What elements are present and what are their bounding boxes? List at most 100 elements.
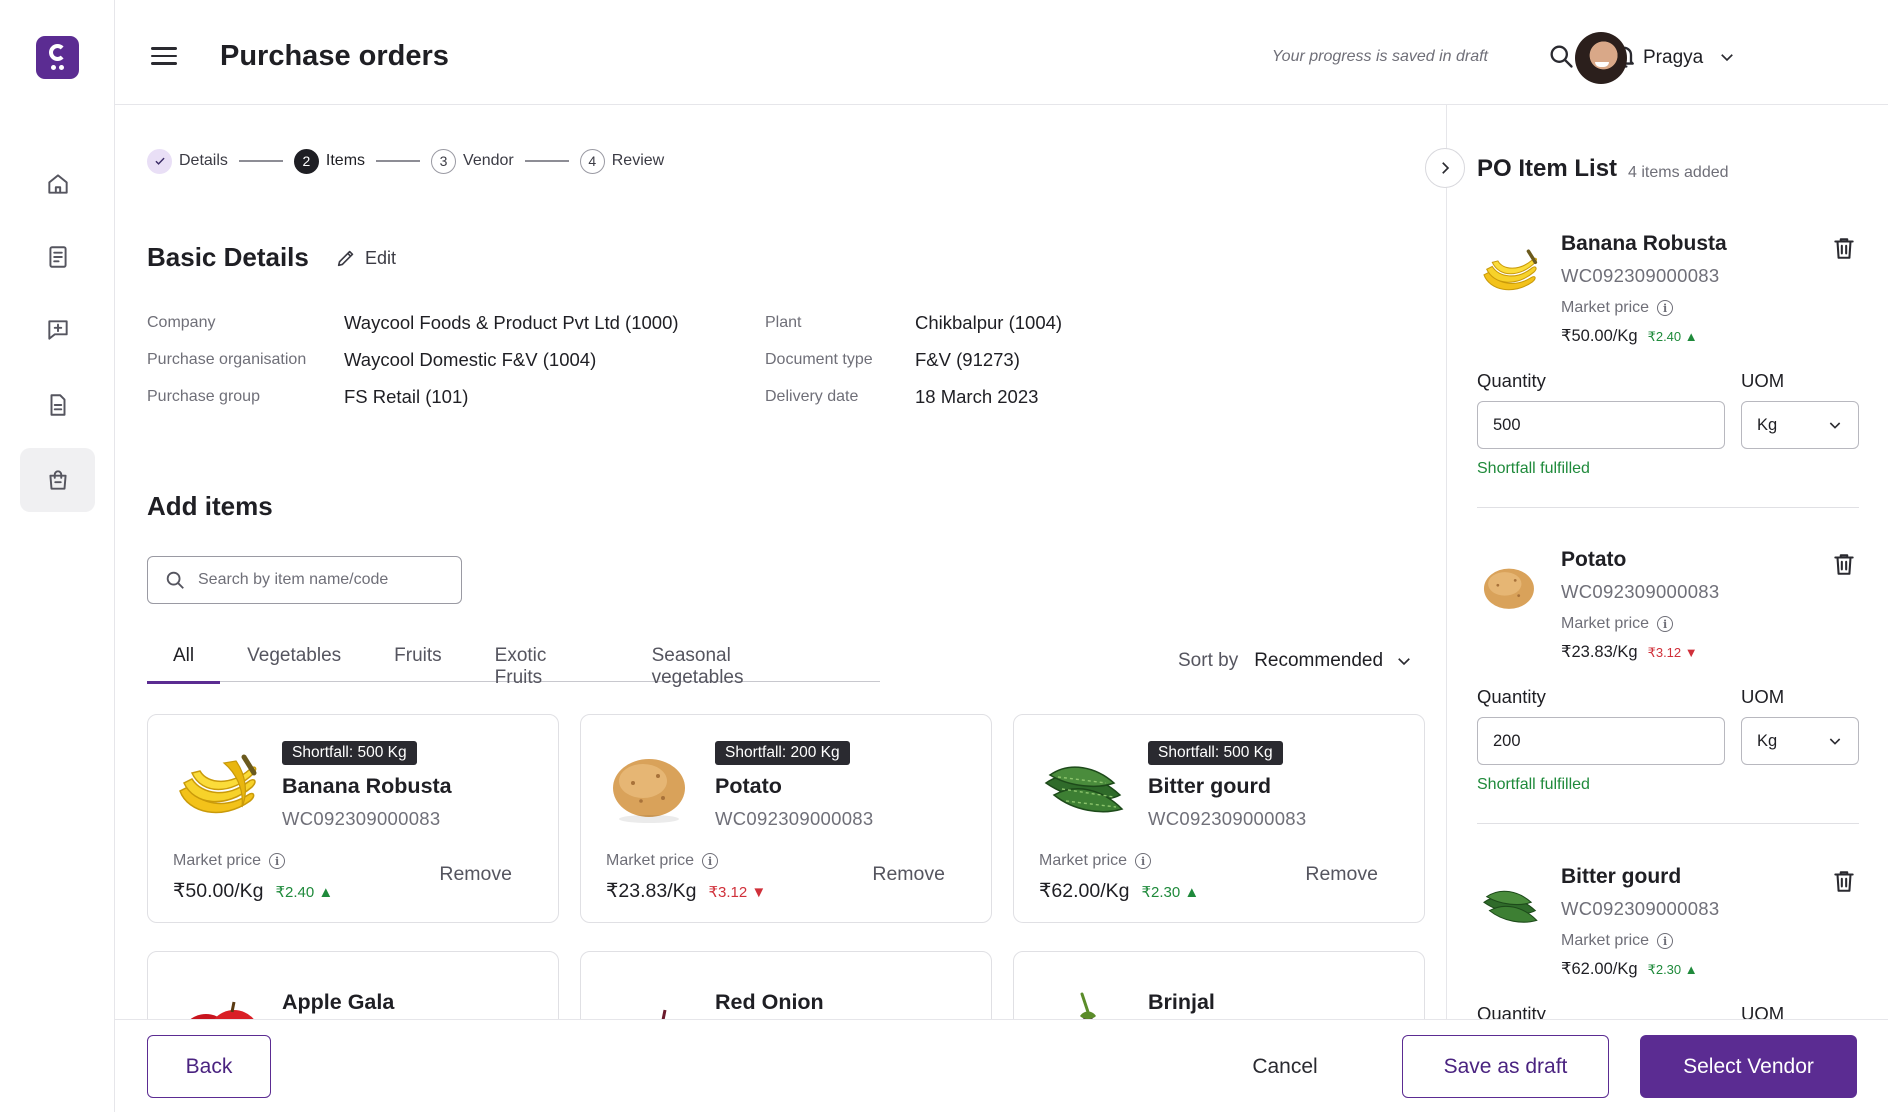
cancel-button[interactable]: Cancel (1225, 1035, 1345, 1098)
item-code: WC092309000083 (1561, 581, 1720, 602)
item-name: Apple Gala (282, 990, 395, 1014)
item-card[interactable]: Shortfall: 500 Kg Bitter gourd WC0923090… (1013, 714, 1425, 923)
trend-up-icon: ▲ (1184, 884, 1200, 901)
sort-value: Recommended (1254, 650, 1384, 671)
user-name[interactable]: Pragya (1643, 47, 1704, 68)
tab-all[interactable]: All (147, 635, 221, 684)
trash-icon[interactable] (1831, 551, 1857, 577)
market-price-text: Market price (606, 852, 695, 869)
item-code: WC092309000083 (282, 808, 441, 829)
step-details[interactable]: Details (147, 148, 228, 174)
field-value: F&V (91273) (915, 349, 1020, 370)
item-card[interactable]: Shortfall: 500 Kg Banana Robusta WC09230… (147, 714, 559, 923)
item-search[interactable] (147, 556, 462, 604)
step-vendor[interactable]: 3 Vendor (431, 148, 514, 174)
info-icon[interactable]: i (1657, 616, 1674, 632)
uom-select[interactable]: Kg (1741, 717, 1859, 765)
remove-button[interactable]: Remove (1305, 863, 1378, 885)
item-name: Brinjal (1148, 990, 1215, 1014)
price-change: ₹2.40 ▲ (1648, 329, 1698, 345)
edit-details-button[interactable]: Edit (335, 247, 396, 269)
search-icon[interactable] (1547, 42, 1575, 70)
price-change: ₹3.12 ▼ (708, 883, 766, 901)
chevron-down-icon[interactable] (1718, 48, 1736, 66)
po-list-title: PO Item List (1477, 155, 1618, 182)
shortfall-status: Shortfall fulfilled (1477, 460, 1590, 477)
remove-button[interactable]: Remove (439, 863, 512, 885)
uom-label: UOM (1741, 1003, 1785, 1019)
trash-icon[interactable] (1831, 235, 1857, 261)
info-icon[interactable]: i (1657, 300, 1674, 316)
search-input[interactable] (198, 571, 448, 589)
step-connector (238, 160, 283, 162)
avatar[interactable] (1575, 32, 1627, 84)
sidebar-item-home[interactable] (20, 152, 95, 216)
field-label: Document type (765, 351, 873, 368)
market-price-label: Market price i (1561, 932, 1674, 950)
tab-fruits[interactable]: Fruits (394, 645, 442, 666)
trend-down-icon: ▼ (751, 884, 767, 901)
price-change-value: ₹2.30 (1141, 884, 1181, 901)
step-items[interactable]: 2 Items (293, 148, 365, 174)
field-value: 18 March 2023 (915, 386, 1039, 407)
sidebar-item-messages[interactable] (20, 298, 95, 362)
sidebar-item-documents[interactable] (20, 373, 95, 437)
info-icon[interactable]: i (1135, 853, 1152, 869)
info-icon[interactable]: i (269, 853, 286, 869)
sidebar-item-receipts[interactable] (20, 225, 95, 289)
quantity-label: Quantity (1477, 1003, 1546, 1019)
shopping-bag-icon (48, 470, 67, 490)
potato-image (1477, 557, 1543, 617)
market-price-text: Market price (1561, 615, 1650, 632)
price-change: ₹2.30 ▲ (1141, 883, 1199, 901)
info-icon[interactable]: i (702, 853, 719, 869)
sort-dropdown[interactable]: Sort by Recommended (1178, 650, 1413, 672)
remove-button[interactable]: Remove (872, 863, 945, 885)
trend-up-icon: ▲ (1684, 962, 1698, 977)
item-code: WC092309000083 (715, 808, 874, 829)
price-change-value: ₹3.12 (1647, 645, 1682, 660)
market-price-label: Market price i (1561, 615, 1674, 633)
chevron-down-icon (1398, 658, 1410, 666)
back-button[interactable]: Back (147, 1035, 271, 1098)
sidebar-item-purchase-orders[interactable] (20, 448, 95, 512)
tab-vegetables[interactable]: Vegetables (247, 645, 342, 666)
field-value: Waycool Domestic F&V (1004) (344, 349, 597, 370)
field-label: Plant (765, 314, 802, 331)
item-name: Potato (715, 774, 782, 798)
item-name: Bitter gourd (1561, 865, 1682, 888)
field-label: Purchase group (147, 388, 260, 405)
quantity-input[interactable] (1477, 401, 1725, 449)
tab-exotic-fruits[interactable]: Exotic Fruits (494, 645, 547, 688)
select-vendor-button[interactable]: Select Vendor (1640, 1035, 1857, 1098)
uom-select[interactable]: Kg (1741, 401, 1859, 449)
trash-icon[interactable] (1831, 868, 1857, 894)
shortfall-badge: Shortfall: 500 Kg (1148, 741, 1283, 765)
app-logo[interactable] (36, 36, 79, 79)
market-price-text: Market price (173, 852, 262, 869)
quantity-input[interactable] (1477, 717, 1725, 765)
field-label: Company (147, 314, 216, 331)
info-icon[interactable]: i (1657, 933, 1674, 949)
edit-label: Edit (365, 247, 397, 268)
market-price-label: Market price i (1039, 852, 1152, 870)
banana-image (170, 743, 265, 828)
category-tabs: All Vegetables Fruits Exotic Fruits Seas… (147, 635, 880, 688)
item-code: WC092309000083 (1148, 808, 1307, 829)
step-review[interactable]: 4 Review (579, 148, 664, 174)
shortfall-badge: Shortfall: 500 Kg (282, 741, 417, 765)
save-draft-button[interactable]: Save as draft (1402, 1035, 1609, 1098)
banana-image (1477, 241, 1543, 301)
bitter-gourd-image (1477, 874, 1543, 934)
menu-icon[interactable] (151, 47, 177, 65)
bitter-gourd-image (1036, 743, 1131, 828)
price-value: ₹23.83/Kg (1561, 643, 1638, 661)
market-price: ₹23.83/Kg ₹3.12 ▼ (606, 879, 766, 903)
item-card[interactable]: Shortfall: 200 Kg Potato WC092309000083 … (580, 714, 992, 923)
price-change: ₹3.12 ▼ (1648, 645, 1698, 661)
price-change-value: ₹2.40 (275, 884, 315, 901)
collapse-panel-button[interactable] (1425, 148, 1465, 188)
tab-seasonal-vegetables[interactable]: Seasonal vegetables (651, 645, 744, 688)
market-price: ₹62.00/Kg ₹2.30 ▲ (1039, 879, 1199, 903)
trend-up-icon: ▲ (318, 884, 334, 901)
